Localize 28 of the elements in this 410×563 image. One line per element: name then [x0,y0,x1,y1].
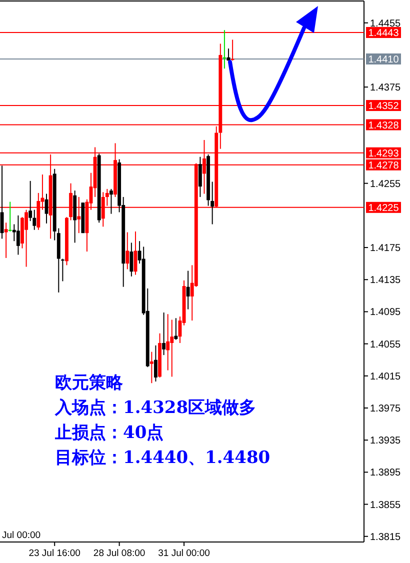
y-tick-label: 1.4255 [370,178,402,190]
y-tick-label: 1.4095 [370,307,402,318]
y-tick-label: 1.4175 [370,243,402,254]
y-tick-label: 1.4055 [370,339,402,350]
ref-line-label: 1.4293 [368,148,400,160]
annotation: 目标位：1.4440、1.4480 [55,448,270,468]
y-tick-label: 1.4455 [370,18,402,30]
y-tick-label: 1.3855 [370,500,402,511]
x-tick-label: 28 Jul 08:00 [93,548,146,559]
x-tick-label: 23 Jul 16:00 [28,548,80,559]
annotation: 止损点：40点 [54,423,164,443]
y-tick-label: 1.3935 [370,436,402,447]
annotation: Jul 00:00 [2,530,41,541]
ref-line-label: 1.4278 [368,160,400,172]
ref-line-label: 1.4225 [368,202,400,214]
x-tick-label: 31 Jul 00:00 [158,548,210,559]
ref-line-label: 1.4328 [368,120,400,132]
ref-line-label: 1.4443 [368,28,400,39]
ref-line-label: 1.4410 [368,54,400,66]
y-tick-label: 1.3815 [370,532,402,543]
y-tick-label: 1.4135 [370,275,402,286]
ref-line-label: 1.4352 [368,101,400,112]
y-tick-label: 1.4375 [370,82,402,94]
annotation: 入场点：1.4328区域做多 [54,398,256,418]
y-tick-label: 1.3895 [370,468,402,479]
y-tick-label: 1.4015 [370,371,402,382]
y-tick-label: 1.3975 [370,404,402,415]
annotation: 欧元策略 [55,373,124,393]
